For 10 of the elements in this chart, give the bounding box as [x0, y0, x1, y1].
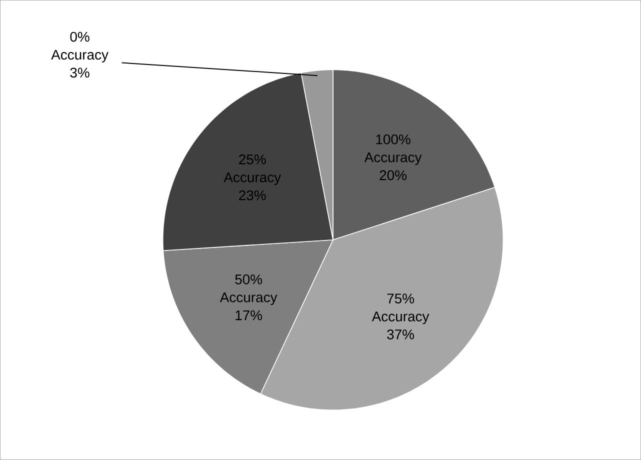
data-label: 20%: [380, 170, 406, 180]
slice-label: 100% Accuracy: [364, 134, 422, 166]
data-label: 37%: [387, 330, 414, 340]
slice-label: 75% Accuracy: [372, 294, 430, 324]
slice-label: 0% Accuracy: [51, 32, 108, 63]
data-label: 3%: [70, 68, 90, 78]
data-label: 23%: [239, 190, 266, 200]
data-label: 17%: [236, 310, 262, 320]
slice-label: 25% Accuracy: [224, 154, 282, 186]
slice-label: 50% Accuracy: [220, 274, 278, 306]
